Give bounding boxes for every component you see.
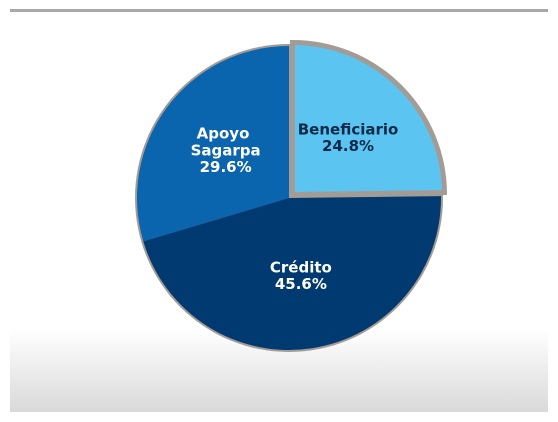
pie-slice <box>290 39 448 197</box>
pie-slice <box>143 196 442 351</box>
slice-label: Beneficiario <box>298 120 399 138</box>
slice-label: Crédito <box>270 258 332 276</box>
pie-slice <box>137 46 289 242</box>
top-rule <box>10 9 548 12</box>
slice-value-label: 45.6% <box>275 275 327 293</box>
slice-value-label: 24.8% <box>322 137 374 155</box>
slice-value-label: 29.6% <box>200 158 252 176</box>
slice-label: Apoyo Sagarpa <box>191 124 261 159</box>
